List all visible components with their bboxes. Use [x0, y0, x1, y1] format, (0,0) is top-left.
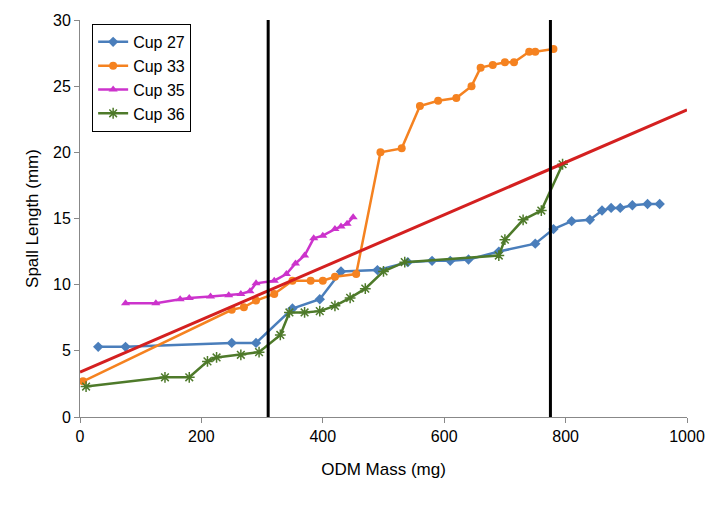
svg-text:Cup 27: Cup 27: [133, 34, 185, 51]
svg-text:600: 600: [431, 428, 458, 445]
svg-text:5: 5: [62, 342, 71, 359]
svg-text:Cup 35: Cup 35: [133, 82, 185, 99]
svg-text:800: 800: [552, 428, 579, 445]
svg-text:15: 15: [53, 210, 71, 227]
svg-text:25: 25: [53, 78, 71, 95]
svg-text:0: 0: [62, 409, 71, 426]
svg-text:200: 200: [188, 428, 215, 445]
svg-text:Spall Length (mm): Spall Length (mm): [23, 149, 42, 288]
svg-text:30: 30: [53, 12, 71, 29]
svg-text:Cup 33: Cup 33: [133, 58, 185, 75]
svg-text:1000: 1000: [669, 428, 705, 445]
svg-text:20: 20: [53, 144, 71, 161]
svg-text:Cup 36: Cup 36: [133, 106, 185, 123]
svg-text:400: 400: [309, 428, 336, 445]
svg-text:10: 10: [53, 276, 71, 293]
svg-text:0: 0: [76, 428, 85, 445]
svg-text:ODM Mass (mg): ODM Mass (mg): [321, 460, 446, 479]
